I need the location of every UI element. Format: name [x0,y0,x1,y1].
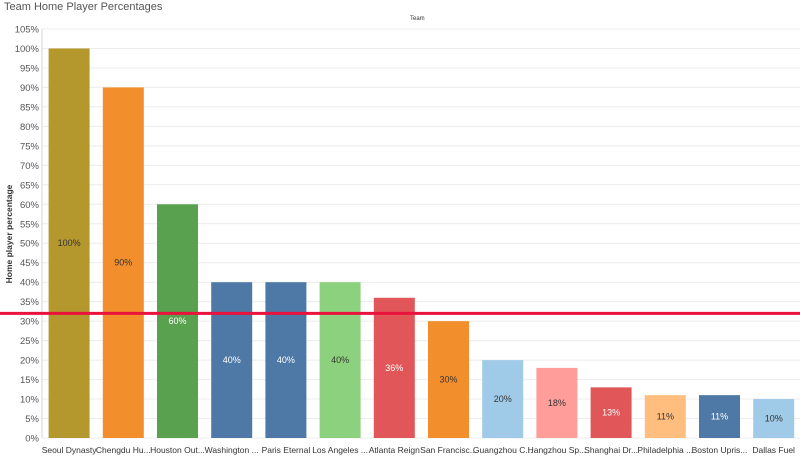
y-tick-label: 95% [20,63,40,74]
bars [48,48,795,438]
y-tick-label: 15% [20,375,40,386]
bar[interactable] [265,282,307,438]
y-tick-label: 20% [20,356,40,367]
y-tick-label: 80% [20,122,40,133]
data-label: 40% [223,355,241,365]
data-label: 100% [58,238,81,248]
data-label: 11% [711,412,728,422]
x-category-label: Shanghai Dr... [584,445,638,455]
data-label: 60% [168,316,186,326]
x-axis-categories: Seoul Dynasty Chengdu Hu... Houston Out...… [42,445,795,455]
y-tick-label: 100% [15,44,40,55]
x-category-label: Seoul Dynasty [42,445,98,455]
y-tick-label: 40% [20,278,40,289]
x-category-label: Houston Out... [150,445,205,455]
data-label: 18% [548,398,566,408]
gridlines [41,28,800,439]
bar[interactable] [373,297,415,438]
y-tick-label: 50% [20,239,40,250]
data-label: 40% [277,355,295,365]
y-tick-label: 75% [20,141,40,152]
chart-title: Team Home Player Percentages [4,1,163,13]
bar[interactable] [590,387,632,438]
x-category-label: Philadelphia ... [637,445,693,455]
x-category-label: Guangzhou C... [473,445,533,455]
data-label: 36% [385,363,403,373]
y-tick-label: 0% [25,434,39,445]
bar[interactable] [157,204,198,438]
y-tick-label: 35% [20,297,40,308]
bar[interactable] [536,367,578,438]
bar[interactable] [482,360,524,438]
y-tick-label: 60% [20,200,40,211]
y-tick-label: 10% [20,395,40,406]
column-header: Team [410,16,425,22]
y-tick-label: 5% [25,414,39,425]
x-category-label: Atlanta Reign [369,445,420,455]
data-label: 11% [657,412,674,422]
bar[interactable] [644,395,686,438]
y-tick-label: 105% [15,25,40,36]
y-tick-label: 45% [20,258,40,269]
data-label: 40% [331,355,349,365]
data-label: 13% [602,408,620,418]
x-category-label: Hangzhou Sp... [528,445,587,455]
bar[interactable] [211,282,253,438]
x-category-label: Washington ... [205,445,259,455]
y-axis-ticks: 0% 5% 10% 15% 20% 25% 30% 35% 40% 45% 50% 55% 60% 65%… [15,25,40,445]
y-tick-label: 30% [20,317,40,328]
bar[interactable] [48,48,90,438]
bar[interactable] [102,87,144,438]
y-tick-label: 55% [20,219,40,230]
x-category-label: Dallas Fuel [752,445,795,455]
x-category-label: Paris Eternal [262,445,311,455]
x-category-label: Los Angeles ... [312,445,368,455]
y-tick-label: 90% [20,83,40,94]
bar[interactable] [753,399,795,438]
data-label: 20% [494,394,512,404]
y-axis-label: Home player percentage [4,184,14,283]
x-category-label: Chengdu Hu... [96,445,151,455]
bar[interactable] [428,321,469,438]
y-tick-label: 65% [20,180,40,191]
data-label: 90% [114,258,132,268]
y-tick-label: 25% [20,336,40,347]
y-tick-label: 70% [20,161,40,172]
data-label: 10% [765,414,783,424]
data-label: 30% [439,375,457,385]
bar[interactable] [699,395,740,438]
y-tick-label: 85% [20,102,40,113]
x-category-label: San Francisc... [420,445,477,455]
bar[interactable] [319,282,361,438]
x-category-label: Boston Upris... [692,445,748,455]
data-labels: 100% 90% 60% 40% 40% 40% 36% 30% 20% 18% 13% 11% 11%… [58,238,783,423]
